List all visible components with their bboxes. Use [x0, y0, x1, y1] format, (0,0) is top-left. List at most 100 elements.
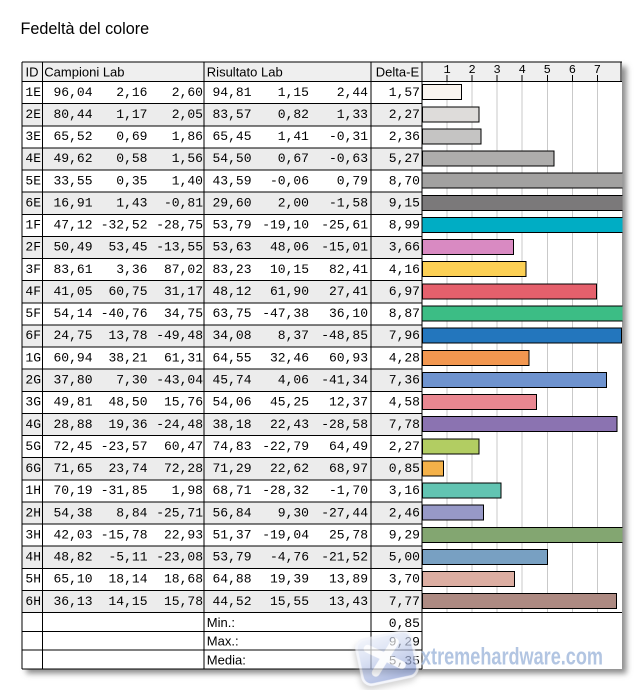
svg-text:49,81: 49,81 [53, 395, 92, 410]
svg-text:-49,48: -49,48 [156, 328, 203, 343]
svg-text:15,78: 15,78 [164, 594, 203, 609]
svg-text:3,36: 3,36 [116, 262, 147, 277]
svg-text:72,28: 72,28 [164, 461, 203, 476]
svg-text:2,36: 2,36 [389, 129, 420, 144]
svg-text:-23,57: -23,57 [101, 439, 148, 454]
svg-text:48,06: 48,06 [270, 240, 309, 255]
svg-text:34,75: 34,75 [164, 306, 203, 321]
svg-text:Fedeltà del colore: Fedeltà del colore [21, 20, 150, 38]
svg-text:64,49: 64,49 [329, 439, 368, 454]
svg-text:Max.:: Max.: [207, 634, 239, 649]
svg-text:65,45: 65,45 [212, 129, 251, 144]
svg-text:44,52: 44,52 [212, 594, 251, 609]
svg-text:1,41: 1,41 [278, 129, 309, 144]
svg-text:ID: ID [26, 65, 39, 80]
svg-text:36,10: 36,10 [329, 306, 368, 321]
svg-text:5G: 5G [25, 439, 41, 454]
svg-text:2,00: 2,00 [278, 195, 309, 210]
svg-text:16,91: 16,91 [53, 195, 92, 210]
svg-text:-19,04: -19,04 [262, 527, 309, 542]
svg-text:61,90: 61,90 [270, 284, 309, 299]
svg-text:25,78: 25,78 [329, 527, 368, 542]
svg-text:2G: 2G [25, 372, 41, 387]
svg-text:51,37: 51,37 [212, 527, 251, 542]
svg-text:1,56: 1,56 [172, 151, 203, 166]
svg-text:48,12: 48,12 [212, 284, 251, 299]
svg-text:-22,79: -22,79 [262, 439, 309, 454]
svg-text:2: 2 [468, 63, 475, 77]
svg-text:4F: 4F [25, 284, 41, 299]
svg-text:4G: 4G [25, 417, 41, 432]
svg-text:13,89: 13,89 [329, 572, 368, 587]
svg-text:8,87: 8,87 [389, 306, 420, 321]
svg-text:-0,81: -0,81 [164, 195, 203, 210]
svg-text:5: 5 [544, 63, 551, 77]
svg-text:-28,32: -28,32 [262, 483, 309, 498]
svg-text:4,28: 4,28 [389, 350, 420, 365]
svg-text:72,45: 72,45 [53, 439, 92, 454]
svg-text:5H: 5H [25, 572, 41, 587]
svg-text:Media:: Media: [207, 653, 246, 668]
svg-text:0,85: 0,85 [389, 461, 420, 476]
svg-text:61,31: 61,31 [164, 350, 203, 365]
svg-text:-0,31: -0,31 [329, 129, 368, 144]
svg-text:83,23: 83,23 [212, 262, 251, 277]
svg-text:9,29: 9,29 [389, 527, 420, 542]
svg-text:32,46: 32,46 [270, 350, 309, 365]
svg-text:6H: 6H [25, 594, 41, 609]
svg-text:-27,44: -27,44 [321, 505, 368, 520]
svg-text:45,74: 45,74 [212, 372, 251, 387]
svg-text:28,88: 28,88 [53, 417, 92, 432]
svg-text:53,45: 53,45 [108, 240, 147, 255]
svg-text:54,38: 54,38 [53, 505, 92, 520]
svg-text:68,71: 68,71 [212, 483, 251, 498]
svg-text:-0,63: -0,63 [329, 151, 368, 166]
svg-text:82,41: 82,41 [329, 262, 368, 277]
svg-text:1,57: 1,57 [389, 85, 420, 100]
svg-text:Min.:: Min.: [207, 615, 235, 630]
svg-text:3: 3 [494, 63, 501, 77]
svg-text:65,10: 65,10 [53, 572, 92, 587]
svg-text:27,41: 27,41 [329, 284, 368, 299]
svg-text:6,97: 6,97 [389, 284, 420, 299]
svg-text:6: 6 [569, 63, 576, 77]
svg-text:54,06: 54,06 [212, 395, 251, 410]
svg-text:5,00: 5,00 [389, 550, 420, 565]
svg-text:70,19: 70,19 [53, 483, 92, 498]
svg-text:68,97: 68,97 [329, 461, 368, 476]
svg-text:-32,52: -32,52 [101, 218, 148, 233]
svg-text:1,15: 1,15 [278, 85, 309, 100]
svg-text:12,37: 12,37 [329, 395, 368, 410]
svg-text:1,86: 1,86 [172, 129, 203, 144]
svg-text:47,12: 47,12 [53, 218, 92, 233]
svg-text:8,84: 8,84 [116, 505, 147, 520]
svg-text:-15,01: -15,01 [321, 240, 368, 255]
svg-text:49,62: 49,62 [53, 151, 92, 166]
svg-text:xtremehardware.com: xtremehardware.com [421, 644, 603, 671]
svg-text:7,96: 7,96 [389, 328, 420, 343]
svg-text:74,83: 74,83 [212, 439, 251, 454]
svg-text:-41,34: -41,34 [321, 372, 368, 387]
svg-text:63,75: 63,75 [212, 306, 251, 321]
svg-text:2F: 2F [25, 240, 41, 255]
svg-text:13,78: 13,78 [108, 328, 147, 343]
svg-text:18,14: 18,14 [108, 572, 147, 587]
svg-text:87,02: 87,02 [164, 262, 203, 277]
svg-text:-28,75: -28,75 [156, 218, 203, 233]
svg-text:4,16: 4,16 [389, 262, 420, 277]
svg-text:71,29: 71,29 [212, 461, 251, 476]
svg-text:4E: 4E [25, 151, 41, 166]
svg-text:54,50: 54,50 [212, 151, 251, 166]
svg-text:38,18: 38,18 [212, 417, 251, 432]
svg-text:1,17: 1,17 [116, 107, 147, 122]
svg-text:1,98: 1,98 [172, 483, 203, 498]
svg-text:2E: 2E [25, 107, 41, 122]
svg-text:23,74: 23,74 [108, 461, 147, 476]
svg-text:7,78: 7,78 [389, 417, 420, 432]
svg-text:64,55: 64,55 [212, 350, 251, 365]
svg-text:4,58: 4,58 [389, 395, 420, 410]
svg-text:7,36: 7,36 [389, 372, 420, 387]
svg-text:2,27: 2,27 [389, 439, 420, 454]
svg-text:-48,85: -48,85 [321, 328, 368, 343]
svg-text:8,37: 8,37 [278, 328, 309, 343]
